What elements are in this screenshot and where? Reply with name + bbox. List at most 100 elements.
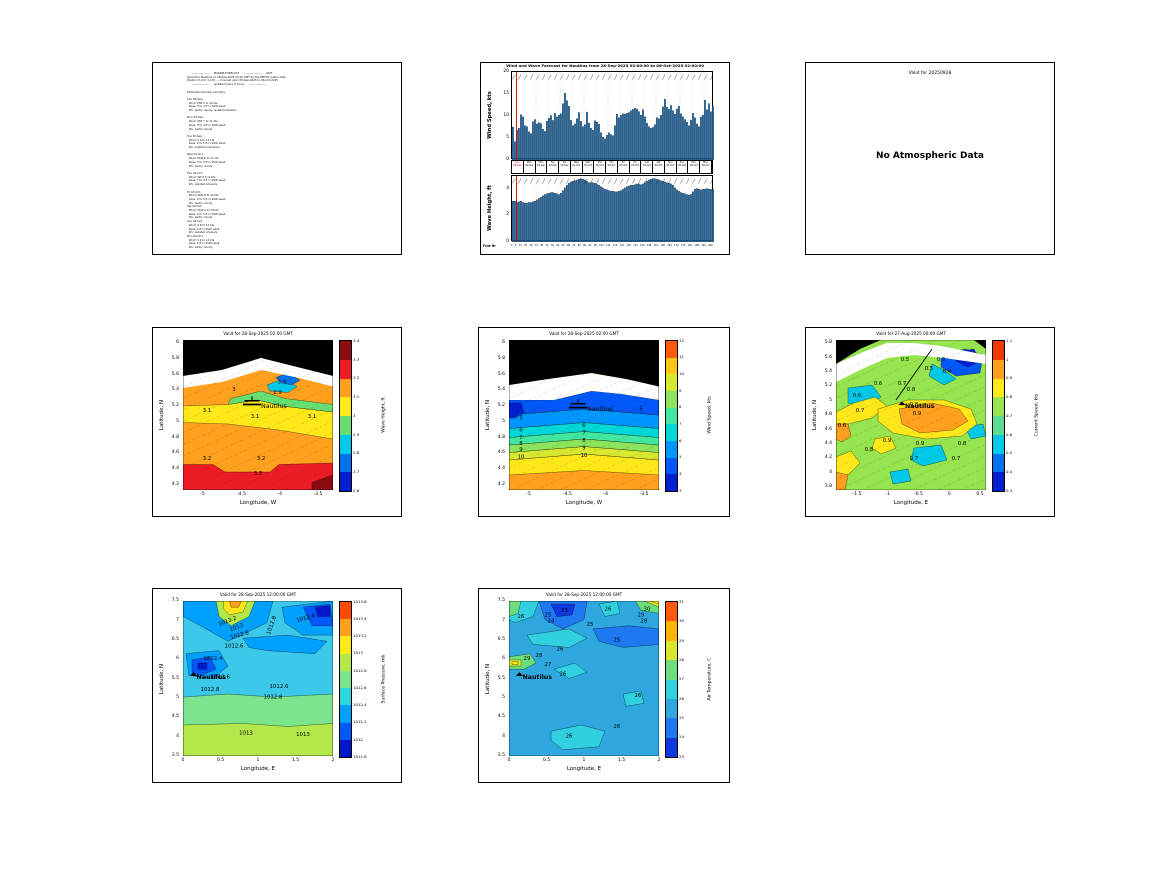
svg-text:3.2: 3.2 — [203, 456, 212, 462]
y-axis-label: Latitude, N — [812, 399, 818, 431]
colorbar-label: Surface Pressure, mb — [381, 654, 387, 703]
colorbar-segment — [666, 698, 677, 719]
fcst-hr-tick: 128 — [626, 244, 631, 247]
y-axis-tick: 5 — [176, 418, 179, 424]
fcst-hr-tick: 68 — [567, 244, 570, 247]
colorbar-tick: 0.4 — [1006, 469, 1013, 475]
x-axis-tick: -3.5 — [313, 492, 323, 497]
x-axis-tick: -4 — [277, 492, 283, 497]
colorbar-tick: 1 — [1006, 356, 1009, 362]
x-axis-tick: -5 — [526, 492, 531, 497]
colorbar-tick: 10 — [679, 371, 684, 377]
svg-text:26: 26 — [566, 733, 573, 739]
x-axis-tick: 1 — [582, 758, 586, 763]
y-axis-tick: 4 — [829, 469, 832, 475]
colorbar-tick: 8 — [679, 404, 682, 410]
x-axis-tick: 0.5 — [542, 758, 551, 763]
svg-text:0.6: 0.6 — [838, 423, 847, 429]
station-label: Nautilus — [905, 403, 935, 410]
colorbar-segment — [666, 407, 677, 425]
y-axis-tick: 3.8 — [824, 484, 832, 490]
y-axis-tick: 4.4 — [171, 466, 179, 472]
colorbar — [339, 601, 352, 758]
text-forecast-panel: ----------------- MARINE FORECAST ------… — [152, 62, 402, 255]
svg-text:2.8: 2.8 — [278, 380, 287, 386]
station-label: Nautilus — [261, 403, 287, 410]
svg-text:3: 3 — [232, 387, 235, 393]
colorbar-tick: 0.3 — [1006, 487, 1013, 493]
colorbar — [992, 340, 1005, 492]
air-temperature-map-panel: Valid for 28-Sep-2025 12:00:00 GMT 26 25 24… — [478, 588, 730, 783]
svg-text:1012.8: 1012.8 — [264, 695, 283, 701]
fcst-hr-tick: 122 — [619, 244, 624, 247]
colorbar-tick: 3.3 — [353, 356, 360, 362]
colorbar-label: Wind Speed, kts — [707, 396, 713, 434]
svg-text:6: 6 — [582, 423, 586, 429]
colorbar-tick: 7 — [679, 421, 682, 427]
colorbar-segment — [666, 424, 677, 442]
y-axis-tick: 4.6 — [497, 450, 505, 456]
y-axis-label: Latitude, N — [485, 399, 491, 431]
fcst-hr-tick: 116 — [612, 244, 618, 247]
y-axis-tick: 5.8 — [497, 355, 505, 361]
svg-text:1012.8: 1012.8 — [201, 687, 220, 693]
colorbar-segment — [340, 602, 351, 620]
air-temperature-map: 26 25 24 23 25 26 29 28 30 25 26 28 29 27 26 26 26 26 Naut… — [509, 601, 659, 756]
colorbar-tick: 5 — [679, 454, 682, 460]
day-label: Tue 30-Sep — [559, 161, 571, 173]
svg-text:3.2: 3.2 — [257, 456, 266, 462]
svg-text:27: 27 — [545, 662, 552, 668]
svg-text:1013: 1013 — [229, 622, 244, 633]
colorbar-tick: 12 — [679, 337, 684, 343]
svg-text:0.8: 0.8 — [910, 402, 919, 408]
station-label: Nautilus — [587, 406, 613, 413]
map-title: Valid for 28-Sep-2025 12:00:00 GMT — [219, 592, 297, 597]
y-axis-tick: 4.5 — [497, 714, 505, 720]
colorbar-label: Air Temperature, C — [707, 657, 713, 700]
svg-text:0.9: 0.9 — [913, 411, 922, 417]
svg-text:29: 29 — [524, 656, 531, 662]
x-axis-label: Longitude, E — [893, 500, 929, 506]
wind-wave-timeseries-panel: Wind and Wave Forecast for Nautilus from… — [480, 62, 730, 255]
y-axis-tick: 5.8 — [824, 340, 832, 346]
colorbar-segment — [993, 341, 1004, 360]
x-axis-label: Longitude, W — [239, 500, 277, 506]
wind-speed-map: 5 6 7 8 9 10 6 7 8 9 10 5 Nautilus — [509, 340, 659, 490]
svg-text:1012.4: 1012.4 — [296, 613, 316, 624]
svg-text:10: 10 — [581, 453, 588, 459]
day-label: Fri 03-Oct — [618, 161, 630, 173]
colorbar-segment — [666, 441, 677, 458]
colorbar-tick: 27 — [679, 676, 684, 682]
svg-text:0.3: 0.3 — [937, 357, 946, 363]
svg-text:0.6: 0.6 — [853, 393, 862, 399]
x-axis-label: Longitude, E — [240, 766, 276, 772]
fcst-hr-tick: 80 — [577, 244, 581, 247]
wave-height-map-panel: Valid for 28-Sep-2025 02:00 GMT 3 2.9 2.8 3.… — [152, 327, 402, 517]
svg-text:0.4: 0.4 — [943, 369, 952, 375]
svg-text:1013: 1013 — [296, 732, 310, 738]
fcst-hr-tick: 92 — [588, 244, 592, 247]
fcst-hr-tick: 200 — [708, 244, 713, 247]
colorbar-tick: 30 — [679, 618, 684, 624]
fcst-hr-tick: 140 — [640, 244, 645, 247]
fcst-hr-tick: 2 — [511, 244, 513, 247]
svg-text:0.7: 0.7 — [952, 456, 961, 462]
colorbar-tick: 1012.6 — [353, 684, 367, 690]
day-label: Sun 28-Sep — [512, 161, 524, 173]
svg-text:2.9: 2.9 — [273, 390, 282, 396]
x-axis-tick: -4 — [603, 492, 609, 497]
colorbar-tick: 1011.8 — [353, 753, 367, 759]
surface-pressure-map: 1013.2 1013 1012.8 1012.8 1012.4 1012.6 1012.4… — [183, 601, 333, 756]
y-axis-tick: 5.5 — [497, 675, 505, 681]
y-axis-tick: 4 — [502, 733, 505, 739]
y-axis-tick: 4.4 — [824, 441, 832, 446]
svg-text:5: 5 — [519, 416, 522, 422]
day-label: Sun 05-Oct — [677, 161, 689, 173]
colorbar-segment — [993, 378, 1004, 398]
fcst-hr-tick: 38 — [540, 244, 544, 247]
colorbar-tick: 28 — [679, 656, 684, 662]
svg-text:1013: 1013 — [239, 730, 253, 736]
y-axis-tick: 4.2 — [171, 481, 179, 487]
map-title: Valid for 28-Sep-2025 02:00 GMT — [223, 331, 293, 336]
y-axis-tick: 6 — [502, 340, 505, 346]
